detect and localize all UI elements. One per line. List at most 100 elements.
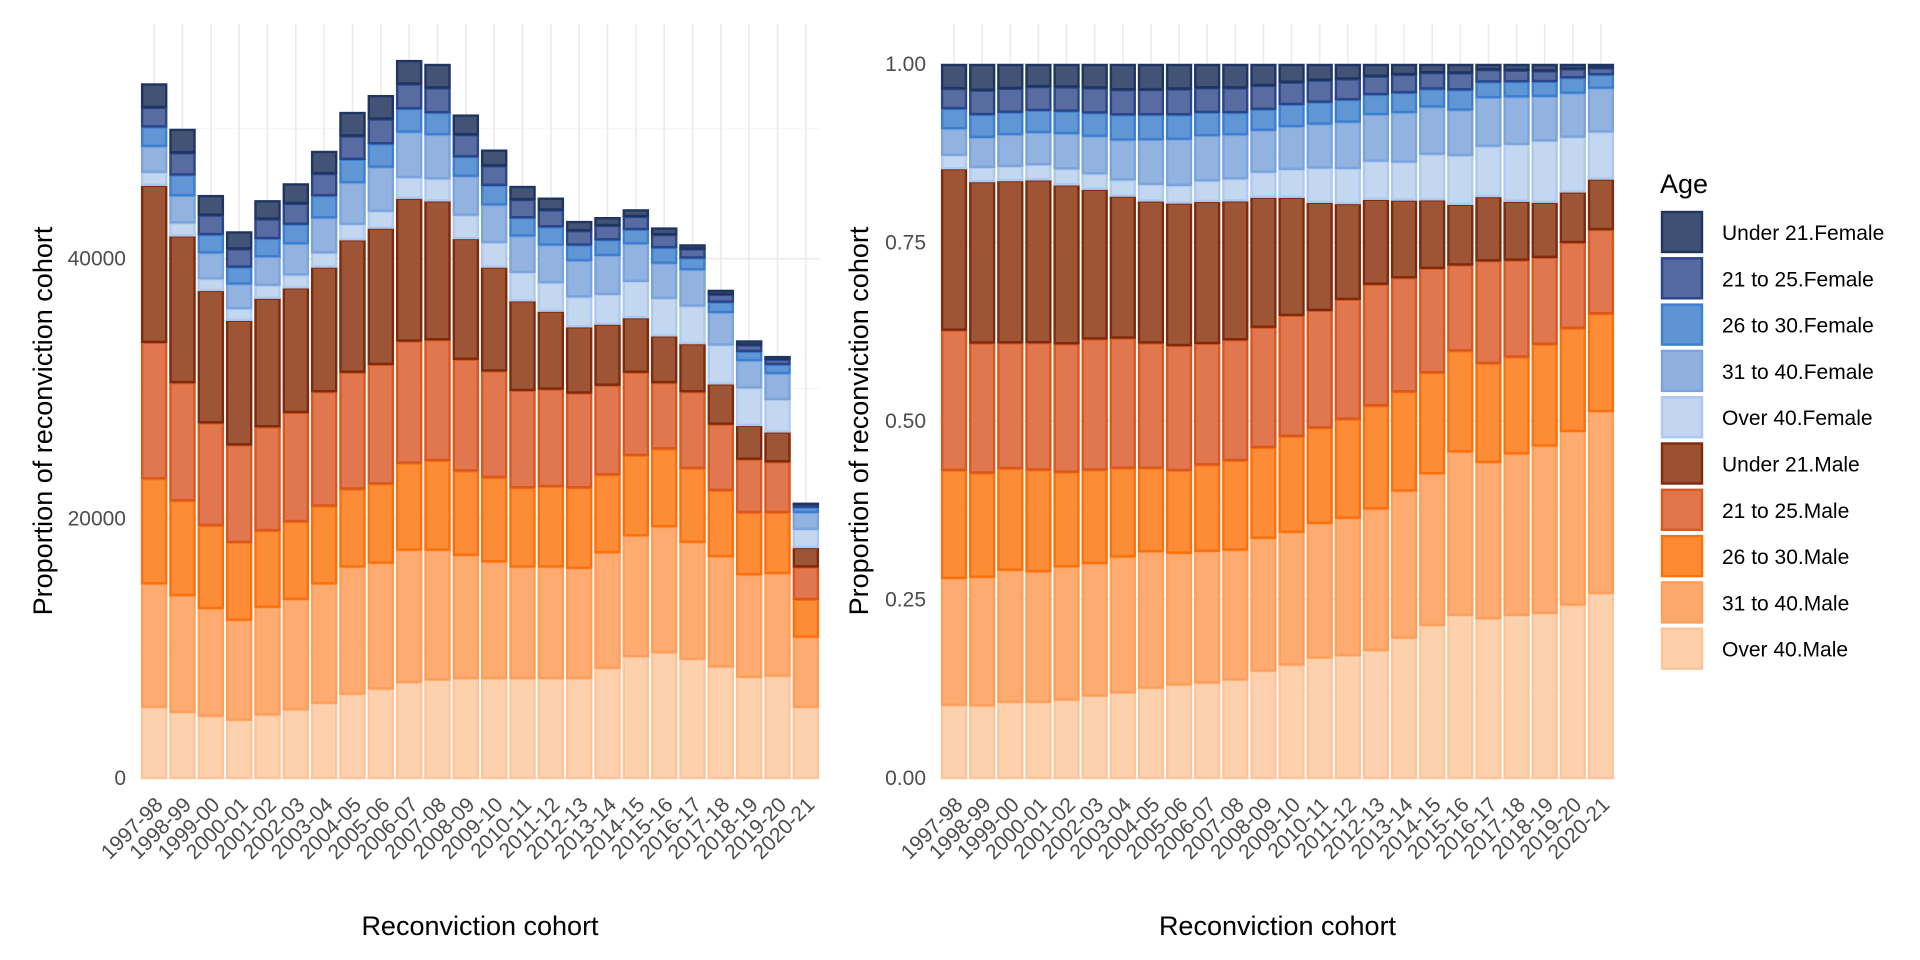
bar-segment [169,128,196,154]
bar-segment [310,216,338,254]
bar-stack [254,200,281,780]
bar-segment [1334,78,1361,101]
bar-segment [707,666,735,780]
bar-segment [1109,179,1136,197]
bar-segment [480,184,508,206]
bar-segment [679,244,706,250]
bar-segment [339,566,366,695]
bar-segment [1390,199,1418,279]
bar-segment [1222,111,1249,136]
bar-segment [395,549,423,684]
bar-segment [537,197,565,211]
bar-segment [1053,184,1080,345]
bar-segment [140,583,168,708]
bar-segment [1109,114,1136,141]
bar-segment [225,541,253,621]
bar-segment [1503,259,1530,358]
bar-segment [1137,183,1165,202]
bar-segment [1278,63,1305,83]
bar-stack [764,355,791,780]
bar-segment [339,111,366,137]
bar-segment [424,87,451,114]
legend-swatch [1660,257,1704,300]
bar-segment [792,528,820,549]
bar-segment [1587,63,1615,69]
bar-segment [169,194,196,224]
legend-swatch [1660,488,1704,531]
bar-segment [764,431,791,463]
bar-segment [1222,549,1249,681]
bar-segment [169,235,196,384]
bar-segment [997,179,1024,344]
bar-segment [254,606,281,716]
bar-segment [197,422,225,527]
bar-segment [1531,201,1558,259]
bar-segment [225,719,253,780]
bar-segment [764,461,791,514]
bar-segment [1109,337,1136,469]
bar-segment [594,239,621,257]
bar-segment [1587,87,1615,133]
bar-segment [197,715,225,780]
bar-stack [1250,63,1277,780]
bar-stack [1475,63,1502,780]
bar-segment [1306,522,1333,659]
bar-stack [679,244,706,780]
bar-segment [1334,98,1361,123]
bar-segment [225,266,253,285]
bar-segment [254,237,281,258]
bar-segment [424,549,451,681]
bar-segment [140,106,168,128]
bar-segment [565,326,593,394]
bar-segment [940,127,968,156]
bar-segment [339,158,366,184]
bar-segment [1362,508,1390,652]
bar-segment [140,706,168,780]
bar-segment [1194,200,1221,345]
bar-stack [940,63,968,780]
bar-segment [310,583,338,704]
bar-segment [792,511,820,530]
bar-segment [679,268,706,307]
bar-segment [367,562,395,690]
bar-segment [735,573,763,678]
bar-segment [1390,91,1418,114]
bar-segment [1419,63,1446,74]
bar-segment [1025,341,1052,471]
bar-segment [1137,467,1165,553]
bar-segment [594,551,621,669]
bar-segment [1503,63,1530,71]
bar-segment [969,576,996,707]
bar-segment [1447,350,1474,453]
bar-segment [452,358,480,472]
bar-stack [792,502,820,780]
count-panel: 020000400001997-981998-991999-002000-012… [28,24,820,941]
bar-segment [1362,75,1390,96]
legend-item: Under 21.Male [1660,442,1860,485]
bar-segment [969,113,996,139]
bar-segment [1278,168,1305,198]
bar-segment [735,359,763,389]
bar-segment [1165,63,1193,90]
bar-segment [735,511,763,576]
bar-segment [594,216,621,227]
bar-segment [1109,88,1136,116]
bar-segment [197,278,225,292]
bar-segment [707,311,735,346]
bar-segment [1194,63,1221,89]
bar-segment [509,677,536,780]
bar-segment [1475,69,1502,83]
bar-stack [1165,63,1193,780]
bar-segment [1531,70,1558,83]
bar-segment [1194,682,1221,780]
bar-segment [225,307,253,321]
bar-segment [282,287,310,414]
bar-segment [1475,145,1502,198]
bar-segment [509,487,536,568]
y-tick-label: 40000 [68,248,126,271]
bar-segment [1419,88,1446,108]
y-tick-label: 0.25 [885,589,926,612]
bar-segment [169,594,196,713]
bar-segment [310,252,338,268]
bar-segment [1559,63,1586,70]
